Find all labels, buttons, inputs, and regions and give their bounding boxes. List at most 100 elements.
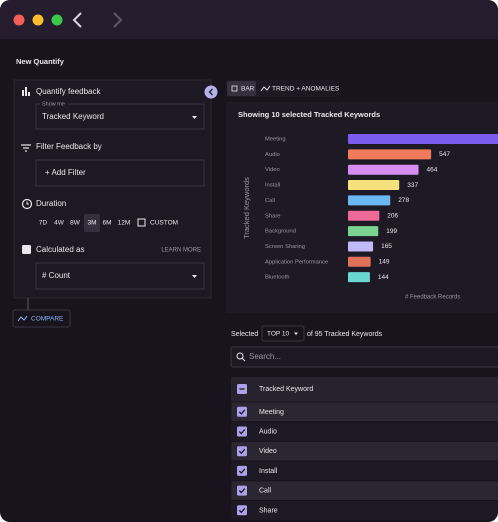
calculated-title: Calculated as (36, 245, 84, 254)
value-label: 464 (427, 166, 438, 173)
duration-option[interactable]: 8W (70, 220, 81, 227)
of-label: of 95 Tracked Keywords (307, 331, 383, 338)
row-checkbox[interactable] (237, 406, 247, 417)
filter-title: Filter Feedback by (36, 142, 102, 151)
category-label: Share (265, 213, 280, 219)
search-box[interactable] (230, 346, 498, 368)
duration-option[interactable]: 3M (87, 220, 96, 227)
calculated-dropdown[interactable] (35, 262, 205, 290)
collapse-button[interactable] (204, 85, 218, 99)
table-header (231, 377, 498, 402)
bar (348, 210, 380, 221)
minimize-button[interactable] (32, 14, 44, 26)
dropdown-caret (192, 275, 197, 278)
title-bar (0, 0, 498, 39)
duration-selected-bg (84, 214, 100, 232)
search-icon (241, 357, 246, 362)
checkmark (238, 448, 246, 455)
duration-option[interactable]: 6M (102, 220, 111, 227)
row-checkbox[interactable] (237, 465, 247, 476)
top-value: TOP 10 (267, 331, 290, 338)
compare-text: COMPARE (31, 316, 64, 323)
label-bg (40, 100, 68, 107)
duration-option[interactable]: 12M (118, 220, 131, 227)
clock-hands (26, 201, 29, 205)
filter-icon (21, 144, 31, 152)
close-button[interactable] (13, 14, 25, 26)
row-checkbox[interactable] (237, 426, 247, 437)
chart-icon (22, 87, 30, 96)
value-label: 337 (407, 182, 418, 189)
show-me-label: Show me (42, 101, 65, 107)
learn-more-link[interactable]: LEARN MORE (161, 248, 201, 254)
value-label: 149 (379, 259, 390, 266)
checkmark (238, 488, 246, 494)
x-axis-label: # Feedback Records (405, 295, 460, 301)
row-label: Call (259, 488, 272, 495)
collapse-icon (208, 88, 213, 96)
duration-title: Duration (36, 199, 66, 208)
category-label: Screen Sharing (265, 244, 305, 250)
bar (348, 241, 374, 252)
bar (348, 149, 432, 160)
calendar-icon (137, 218, 146, 227)
bar (348, 226, 379, 237)
forward-button[interactable] (113, 12, 123, 28)
category-label: Install (265, 183, 280, 189)
category-label: Audio (265, 152, 280, 158)
back-button[interactable] (72, 12, 82, 28)
maximize-button[interactable] (51, 14, 63, 26)
quantify-title: Quantify feedback (36, 87, 101, 96)
duration-custom[interactable]: CUSTOM (150, 220, 178, 227)
value-label: 206 (387, 212, 398, 219)
search-placeholder: Search... (249, 352, 281, 361)
value-label: 547 (439, 151, 450, 158)
checkmark (238, 429, 246, 435)
calculated-value: # Count (42, 271, 71, 280)
search-icon (236, 352, 244, 360)
tab-trend[interactable]: TREND + ANOMALIES (272, 86, 340, 93)
duration-option[interactable]: 7D (39, 220, 48, 227)
tab-icon (260, 85, 271, 92)
tab-bar-chart[interactable]: BAR (241, 86, 255, 93)
add-filter-button[interactable] (35, 159, 205, 187)
row-checkbox[interactable] (237, 485, 247, 496)
checkmark (238, 409, 246, 415)
clock-icon (21, 198, 33, 210)
category-label: Bluetooth (265, 275, 290, 281)
row-checkbox[interactable] (237, 446, 247, 457)
tab-icon (231, 85, 238, 92)
dropdown-caret (294, 332, 298, 335)
bar (348, 195, 391, 206)
add-filter-text: + Add Filter (45, 168, 86, 177)
dropdown-caret (192, 116, 197, 119)
duration-option[interactable]: 4W (54, 220, 65, 227)
show-me-value: Tracked Keyword (42, 112, 104, 121)
table-row (230, 500, 498, 521)
selected-label: Selected (231, 331, 258, 338)
chart-title: Showing 10 selected Tracked Keywords (238, 110, 380, 119)
row-checkbox[interactable] (237, 505, 247, 516)
checkmark (238, 507, 246, 514)
bar (348, 256, 371, 267)
page-title: New Quantify (16, 57, 65, 66)
category-label: Call (265, 198, 275, 204)
bar (348, 272, 370, 283)
bar (348, 180, 400, 191)
row-label: Meeting (259, 409, 284, 416)
y-axis-label: Tracked Keywords (242, 177, 251, 239)
category-label: Video (265, 167, 280, 173)
value-label: 144 (378, 274, 389, 281)
bar (348, 134, 498, 144)
table-header-text: Tracked Keyword (259, 386, 313, 393)
top-dropdown[interactable] (261, 325, 305, 342)
compare-button[interactable] (12, 309, 71, 328)
row-label: Share (259, 507, 278, 514)
show-me-dropdown[interactable] (35, 103, 205, 130)
category-label: Application Performance (265, 259, 328, 265)
tab-active-bg (227, 81, 256, 96)
compare-icon (17, 315, 28, 322)
row-label: Install (259, 468, 278, 475)
calc-icon (22, 245, 31, 254)
